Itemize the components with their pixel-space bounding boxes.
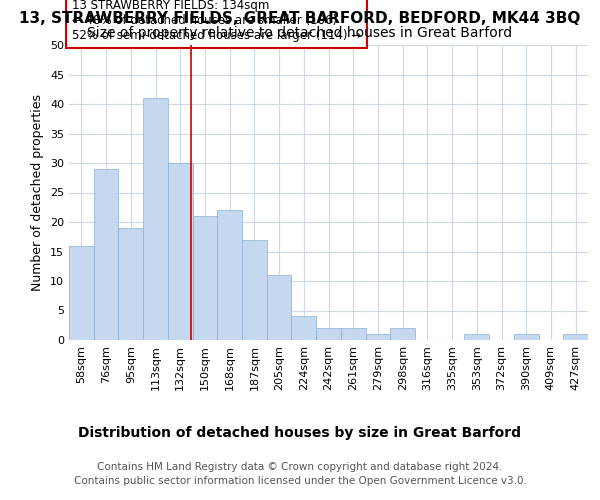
Bar	[514, 334, 539, 340]
Bar	[143, 98, 168, 340]
Bar	[390, 328, 415, 340]
Bar	[365, 334, 390, 340]
Bar	[341, 328, 365, 340]
Bar	[464, 334, 489, 340]
Text: Contains public sector information licensed under the Open Government Licence v3: Contains public sector information licen…	[74, 476, 526, 486]
Bar	[267, 275, 292, 340]
Text: Contains HM Land Registry data © Crown copyright and database right 2024.: Contains HM Land Registry data © Crown c…	[97, 462, 503, 472]
Bar	[563, 334, 588, 340]
Text: Size of property relative to detached houses in Great Barford: Size of property relative to detached ho…	[88, 26, 512, 40]
Bar	[168, 163, 193, 340]
Bar	[316, 328, 341, 340]
Bar	[118, 228, 143, 340]
Bar	[217, 210, 242, 340]
Bar	[242, 240, 267, 340]
Text: 13, STRAWBERRY FIELDS, GREAT BARFORD, BEDFORD, MK44 3BQ: 13, STRAWBERRY FIELDS, GREAT BARFORD, BE…	[19, 11, 581, 26]
Bar	[193, 216, 217, 340]
Text: 13 STRAWBERRY FIELDS: 134sqm
← 48% of detached houses are smaller (106)
52% of s: 13 STRAWBERRY FIELDS: 134sqm ← 48% of de…	[71, 0, 361, 42]
Bar	[94, 169, 118, 340]
Y-axis label: Number of detached properties: Number of detached properties	[31, 94, 44, 291]
Bar	[292, 316, 316, 340]
Bar	[69, 246, 94, 340]
Text: Distribution of detached houses by size in Great Barford: Distribution of detached houses by size …	[79, 426, 521, 440]
